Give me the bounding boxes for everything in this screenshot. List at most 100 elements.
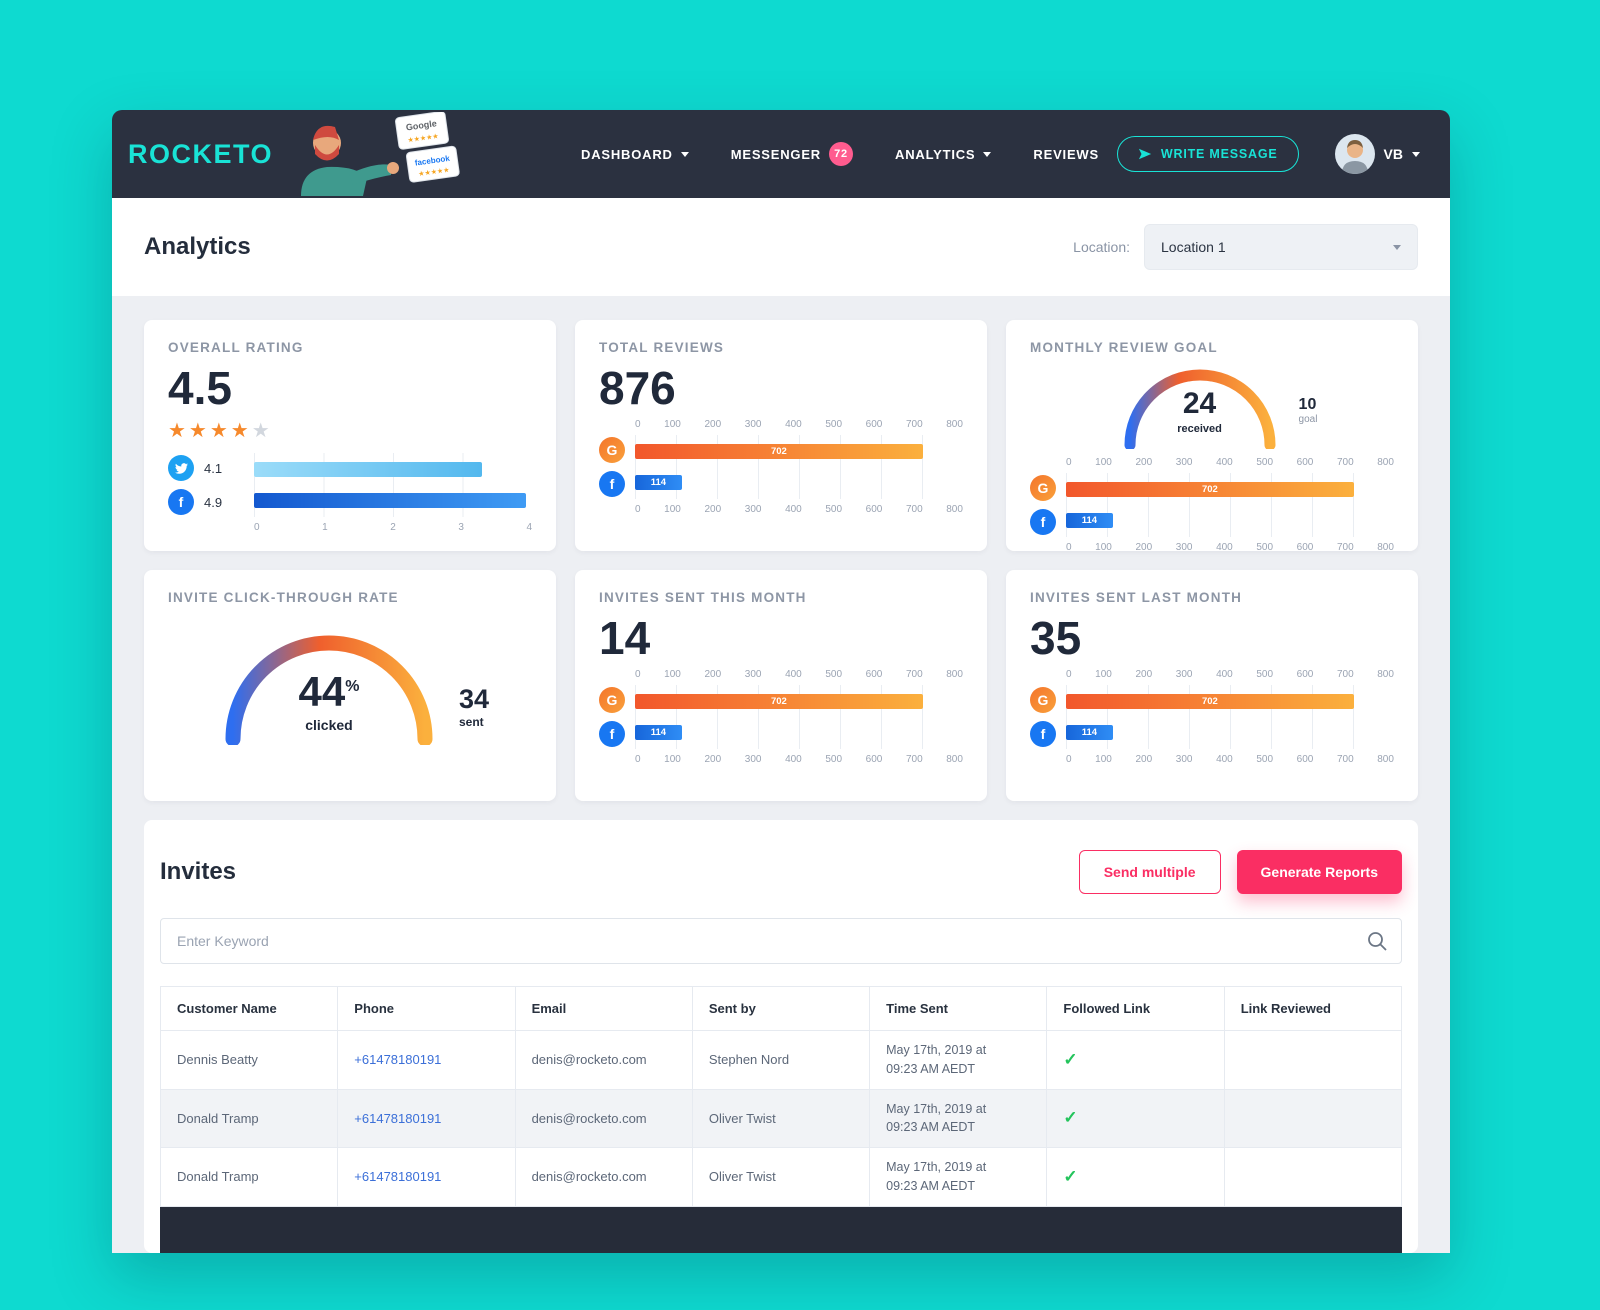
location-control: Location: Location 1 [1073, 224, 1418, 270]
cell-email: denis@rocketo.com [514, 1088, 693, 1148]
facebook-bar: 114 [1066, 725, 1113, 740]
axis-labels: 0 100 200 300 400 500 600 700 800 [635, 669, 963, 680]
overall-rating-value: 4.5 [168, 362, 232, 414]
chevron-down-icon [680, 151, 689, 157]
table-header-row: Customer Name Phone Email Sent by Time S… [159, 986, 1403, 1031]
goal-received-value: 24 [1182, 387, 1217, 420]
ctr-value: 44% [298, 668, 360, 715]
ctr-sent-label: sent [458, 715, 484, 729]
twitter-icon [168, 455, 194, 481]
user-menu[interactable]: VB [1334, 134, 1420, 174]
check-icon: ✓ [1063, 1166, 1078, 1186]
nav-item-analytics[interactable]: ANALYTICS [895, 146, 992, 162]
cell-link-reviewed [1223, 1088, 1403, 1148]
cell-link-reviewed [1223, 1030, 1403, 1090]
google-bar-value: 702 [1201, 696, 1218, 707]
write-message-label: WRITE MESSAGE [1160, 147, 1278, 161]
table-footer [160, 1206, 1402, 1253]
axis-labels: 0 100 200 300 400 500 600 700 800 [635, 504, 963, 515]
twitter-rating-bar [254, 462, 482, 477]
col-link-reviewed: Link Reviewed [1223, 986, 1403, 1031]
cell-sent-by: Stephen Nord [691, 1030, 871, 1090]
card-invites-sent-last-month: INVITES SENT LAST MONTH 35 0 100 200 300 400… [1006, 570, 1418, 801]
location-label: Location: [1073, 239, 1130, 255]
table-row: Donald Tramp +61478180191 denis@rocketo.… [159, 1088, 1403, 1148]
google-bar: 702 [1066, 694, 1354, 709]
source-icons: G f [599, 435, 625, 499]
col-followed-link: Followed Link [1046, 986, 1225, 1031]
check-icon: ✓ [1063, 1108, 1078, 1128]
ctr-sent-value: 34 [458, 684, 490, 715]
content-area: OVERALL RATING 4.5 ★★★★★ 4.1 [112, 296, 1450, 1253]
messenger-count-badge: 72 [829, 142, 853, 166]
search-input[interactable] [160, 918, 1402, 964]
facebook-bar-value: 114 [1081, 515, 1098, 526]
generate-reports-button[interactable]: Generate Reports [1236, 850, 1402, 894]
search-icon[interactable] [1366, 930, 1388, 952]
ctr-gauge: 44% clicked 34 sent [168, 621, 532, 747]
col-email: Email [514, 986, 693, 1031]
facebook-bar-value: 114 [650, 727, 667, 738]
card-total-reviews: TOTAL REVIEWS 876 0 100 200 300 400 500 600 700… [575, 320, 987, 551]
axis-labels: 0 100 200 300 400 500 600 700 800 [1066, 457, 1394, 468]
send-multiple-button[interactable]: Send multiple [1078, 850, 1221, 894]
empty-star: ★ [251, 420, 273, 442]
nav-item-dashboard[interactable]: DASHBOARD [581, 147, 689, 162]
phone-link[interactable]: +61478180191 [354, 1110, 442, 1126]
col-sent-by: Sent by [691, 986, 871, 1031]
nav-item-analytics-label: ANALYTICS [895, 146, 976, 162]
page-header: Analytics Location: Location 1 [112, 198, 1450, 296]
invites-table: Customer Name Phone Email Sent by Time S… [159, 986, 1403, 1207]
facebook-icon: f [1030, 721, 1056, 747]
cell-email: denis@rocketo.com [514, 1147, 693, 1207]
cell-time-sent: May 17th, 2019 at 09:23 AM AEDT [869, 1147, 1048, 1207]
chevron-down-icon [1412, 151, 1420, 157]
location-value: Location 1 [1161, 239, 1226, 255]
card-title: INVITE CLICK-THROUGH RATE [168, 590, 399, 605]
star-rating: ★★★★★ [168, 421, 532, 441]
goal-gauge: 24 received 10 goal [1030, 357, 1394, 451]
axis-labels: 0 100 200 300 400 500 600 700 800 [1066, 669, 1394, 680]
filled-stars: ★★★★ [168, 420, 252, 442]
write-message-button[interactable]: WRITE MESSAGE [1116, 136, 1299, 172]
card-monthly-review-goal: MONTHLY REVIEW GOAL [1006, 320, 1418, 551]
cell-time-sent: May 17th, 2019 at 09:23 AM AEDT [869, 1088, 1048, 1148]
invites-title: Invites [160, 858, 237, 885]
google-bar-value: 702 [1201, 484, 1218, 495]
nav-item-messenger[interactable]: MESSENGER 72 [731, 142, 853, 166]
goal-received-label: received [1177, 423, 1222, 435]
facebook-icon: f [599, 721, 625, 747]
invites-last-month-value: 35 [1030, 612, 1082, 664]
facebook-rating-label: 4.9 [204, 494, 223, 510]
navbar-illustration: Google ★★★★★ facebook ★★★★★ [301, 112, 460, 196]
page-title: Analytics [144, 233, 251, 260]
goal-value: 10 [1298, 396, 1317, 414]
nav-item-reviews-label: REVIEWS [1033, 146, 1099, 162]
facebook-bar-value: 114 [650, 477, 667, 488]
card-invites-sent-this-month: INVITES SENT THIS MONTH 14 0 100 200 300 400… [575, 570, 987, 801]
invites-plot: 702 114 [1066, 685, 1394, 749]
facebook-rating-bar [254, 493, 527, 508]
goal-plot: 702 114 [1066, 473, 1394, 537]
phone-link[interactable]: +61478180191 [354, 1169, 442, 1185]
search-box [160, 918, 1402, 964]
facebook-bar-value: 114 [1081, 727, 1098, 738]
nav-item-reviews[interactable]: REVIEWS [1033, 147, 1099, 162]
axis-labels: 0 100 200 300 400 500 600 700 800 [635, 419, 963, 430]
google-bar-value: 702 [770, 446, 787, 457]
cell-sent-by: Oliver Twist [691, 1147, 871, 1207]
facebook-bar: 114 [635, 475, 682, 490]
check-icon: ✓ [1063, 1049, 1078, 1069]
facebook-bar: 114 [635, 725, 682, 740]
send-icon [1138, 148, 1152, 160]
invites-plot: 702 114 [635, 685, 963, 749]
card-title: TOTAL REVIEWS [599, 340, 725, 355]
phone-link[interactable]: +61478180191 [354, 1052, 442, 1068]
cell-name: Donald Tramp [159, 1147, 339, 1207]
goal-label: goal [1298, 414, 1318, 425]
axis-labels: 0 100 200 300 400 500 600 700 800 [635, 754, 963, 765]
location-select[interactable]: Location 1 [1144, 224, 1418, 270]
